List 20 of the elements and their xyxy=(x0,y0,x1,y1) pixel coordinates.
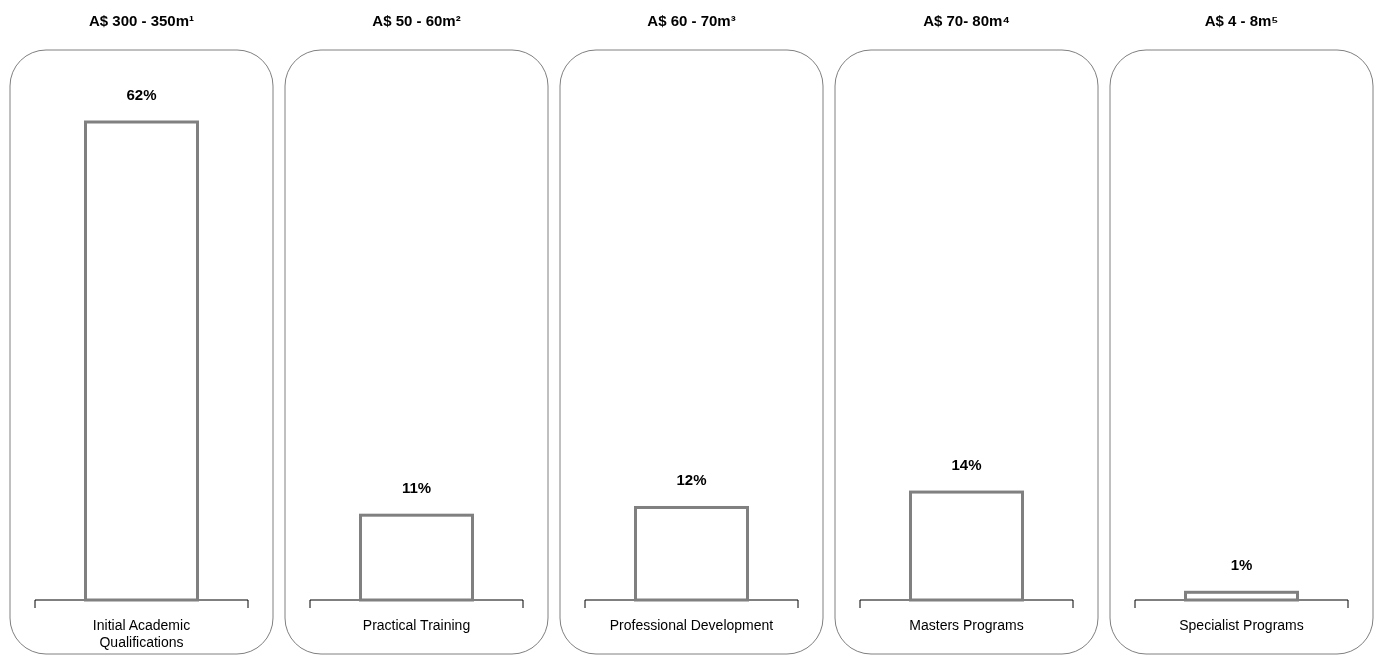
text: A$ 60 - 70m³ xyxy=(647,12,736,29)
bar xyxy=(1184,590,1299,602)
text: A$ 300 - 350m¹ xyxy=(88,12,195,29)
text: A$ 70- 80m⁴ xyxy=(923,12,1010,29)
data-label: 14% xyxy=(951,456,982,474)
data-label: 11% xyxy=(401,479,432,497)
bar xyxy=(909,490,1024,602)
data-label: 12% xyxy=(676,471,707,489)
bar xyxy=(634,505,749,602)
x-tick-label: Specialist Programs xyxy=(1179,617,1304,633)
text: A$ 50 - 60m² xyxy=(372,12,461,29)
bar xyxy=(359,513,474,602)
data-label: 1% xyxy=(1230,556,1253,574)
x-tick-label: Masters Programs xyxy=(909,617,1024,633)
text: A$ 4 - 8m⁵ xyxy=(1204,12,1279,29)
x-tick-label: Initial Academic Qualifications xyxy=(92,617,191,650)
x-tick-label: Professional Development xyxy=(609,617,774,633)
x-tick-label: Practical Training xyxy=(362,617,471,633)
bar xyxy=(84,120,199,602)
data-label: 62% xyxy=(126,86,157,103)
